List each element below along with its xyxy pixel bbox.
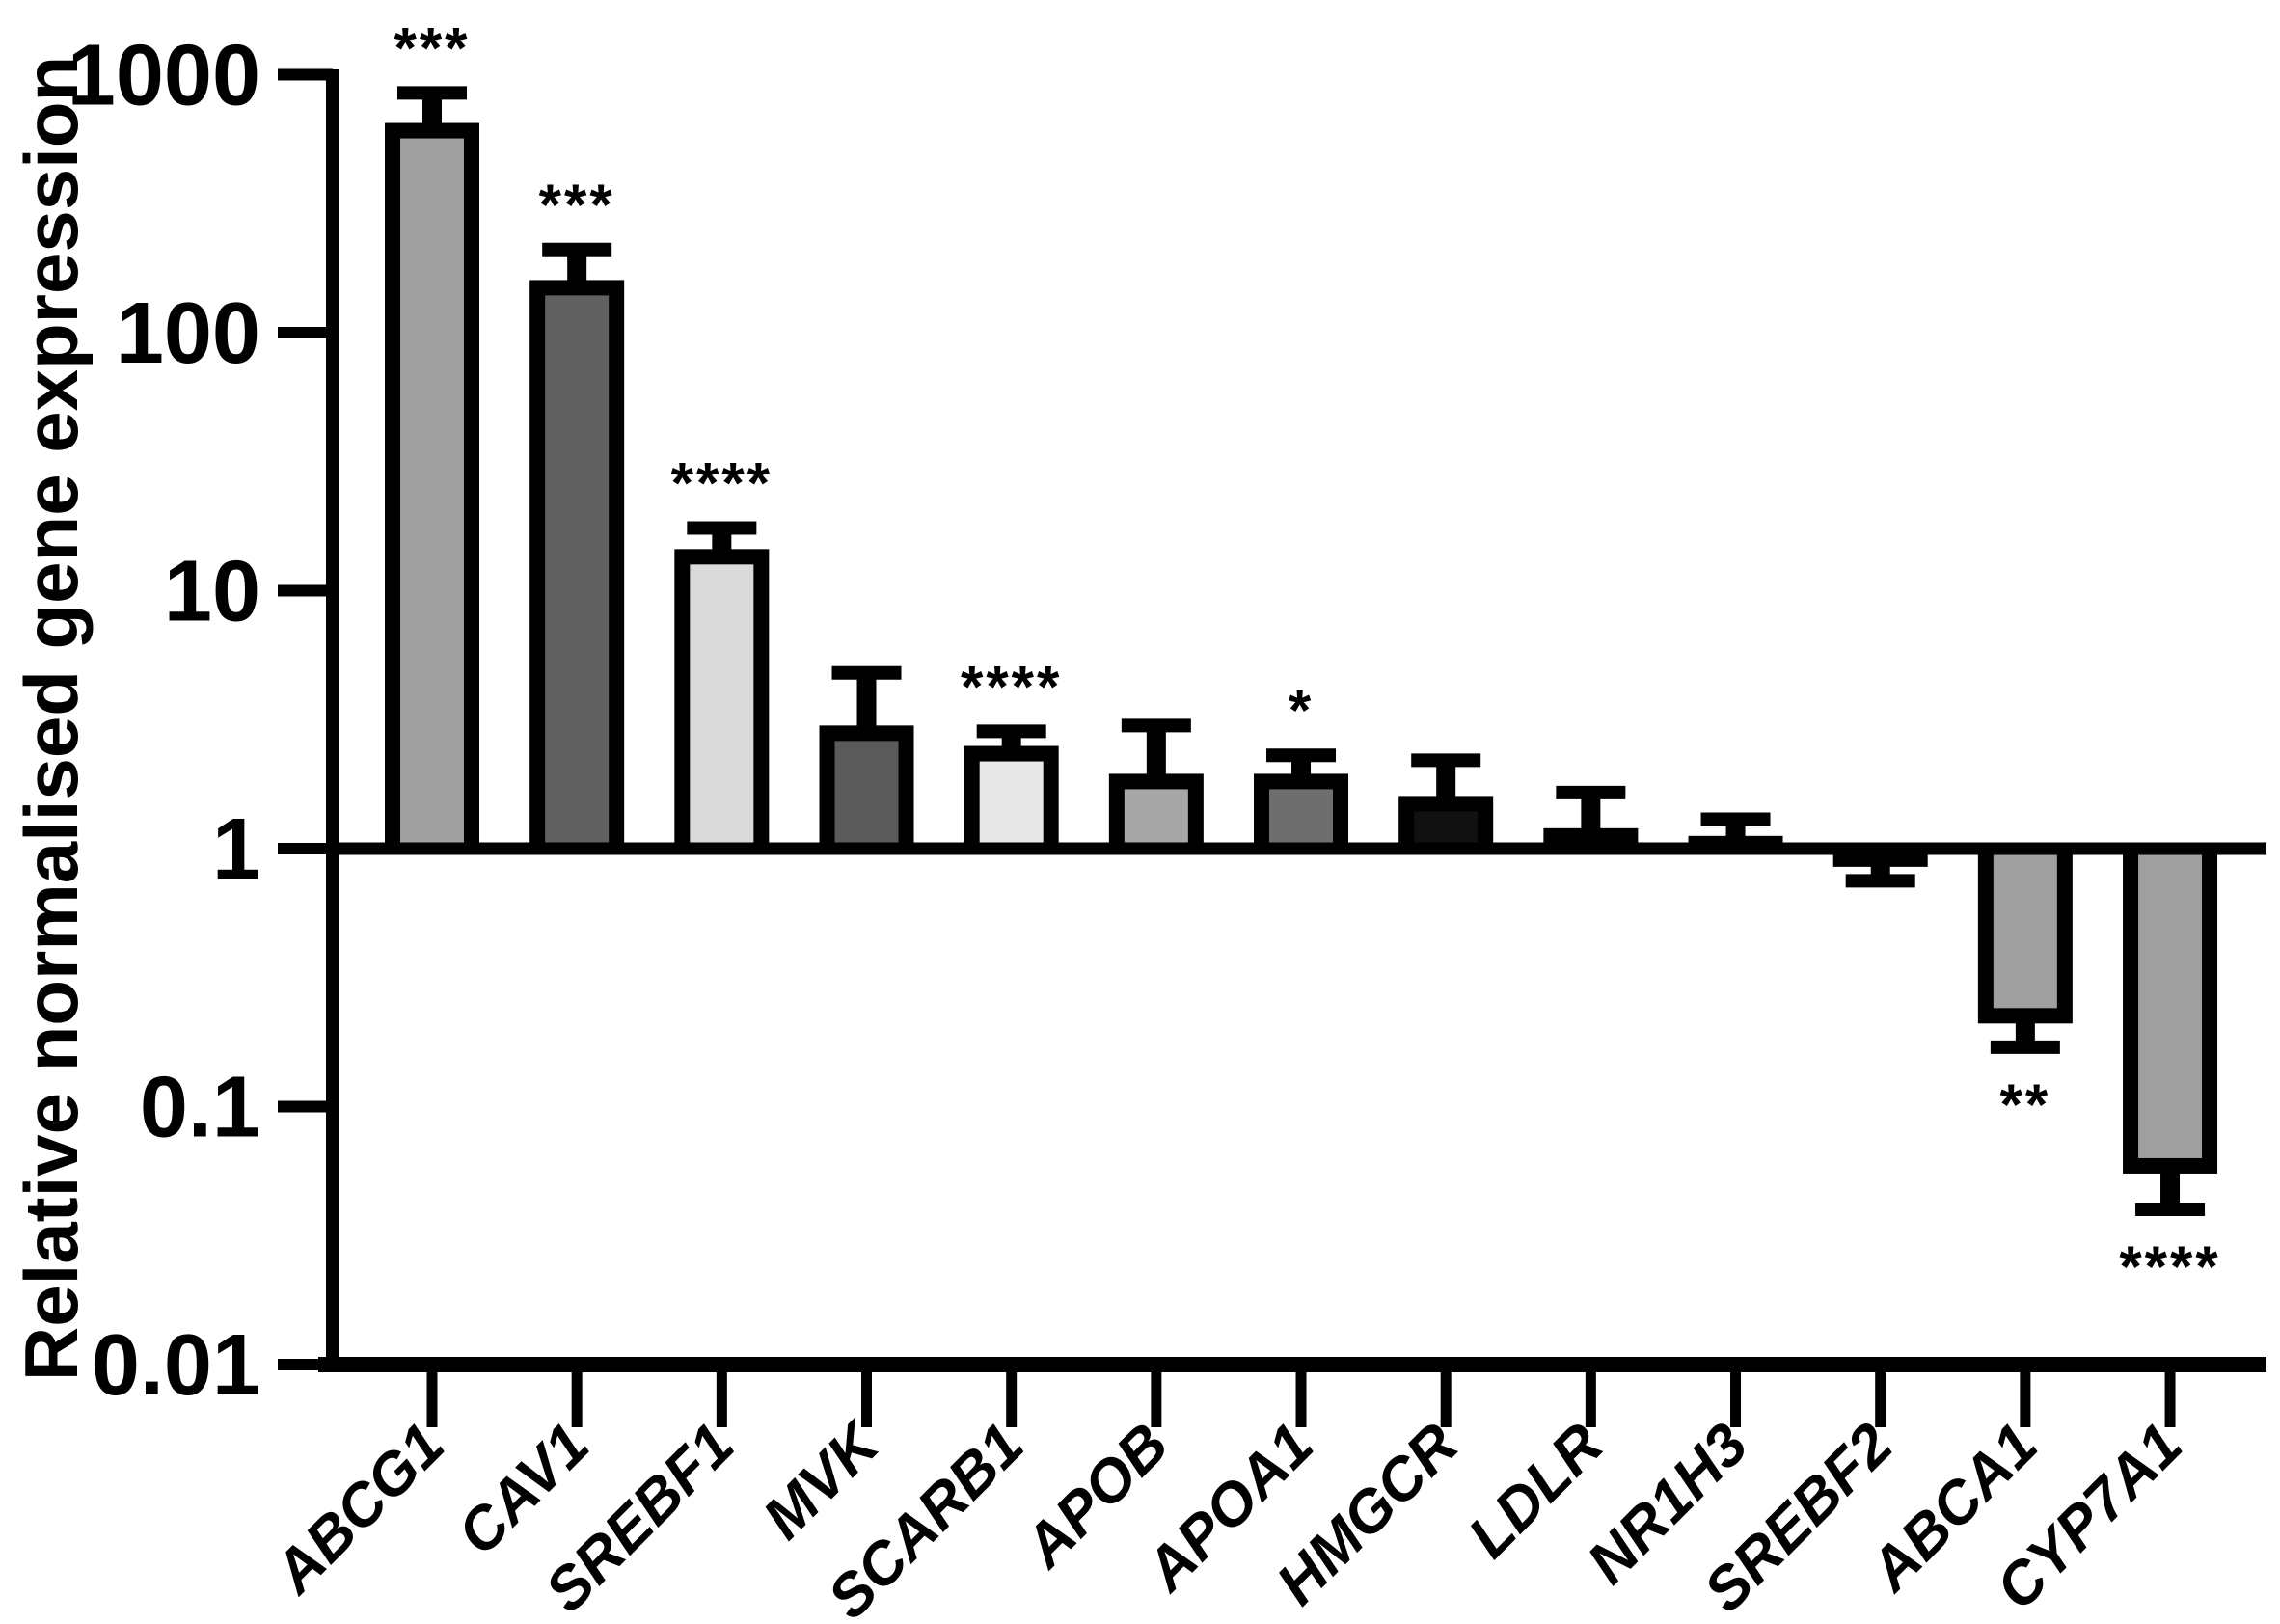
significance-SCARB1: **** <box>961 654 1062 718</box>
error-bar-SREBF1 <box>687 521 757 559</box>
bar-fill-ABCA1 <box>1993 849 2057 1009</box>
bar-fill-CYP7A1 <box>2138 849 2203 1158</box>
bar-fill-SREBF1 <box>690 564 754 849</box>
significance-CYP7A1: **** <box>2119 1234 2220 1299</box>
y-tick-label: 1 <box>212 801 260 898</box>
y-tick-label: 10 <box>164 544 260 640</box>
significance-ABCG1: *** <box>394 15 470 80</box>
error-bar-MVK <box>831 665 902 736</box>
bar-group-APOB <box>1108 773 1204 849</box>
bar-fill-CAV1 <box>545 295 610 849</box>
bar-fill-APOB <box>1124 789 1188 849</box>
bar-fill-MVK <box>834 741 899 849</box>
significance-ABCA1: ** <box>2000 1072 2051 1137</box>
error-bar-ABCG1 <box>397 86 467 133</box>
y-tick-label: 100 <box>116 285 260 382</box>
error-bar-SCARB1 <box>976 724 1046 756</box>
y-axis-title: Relative normalised gene expression <box>9 56 94 1381</box>
significance-APOA1: * <box>1289 678 1314 743</box>
bar-group-SREBF1 <box>674 549 770 849</box>
error-bar-CYP7A1 <box>2135 1163 2206 1216</box>
bar-group-CAV1 <box>529 280 625 849</box>
error-bar-APOB <box>1121 718 1191 784</box>
significance-CAV1: *** <box>539 173 615 237</box>
error-bar-HMGCR <box>1411 753 1481 806</box>
bar-group-ABCA1 <box>1977 849 2073 1024</box>
bar-fill-SCARB1 <box>979 761 1044 849</box>
bar-group-MVK <box>819 725 914 849</box>
error-bar-LDLR <box>1556 785 1626 838</box>
y-tick-label: 0.01 <box>92 1317 260 1414</box>
error-bar-CAV1 <box>542 242 612 290</box>
bar-group-CYP7A1 <box>2123 849 2218 1174</box>
y-tick-label: 0.1 <box>140 1060 260 1156</box>
error-bar-APOA1 <box>1266 748 1337 784</box>
y-tick-label: 1000 <box>68 28 260 124</box>
bar-fill-ABCG1 <box>400 138 464 850</box>
significance-SREBF1: **** <box>671 450 773 515</box>
error-bar-SREBF2 <box>1845 856 1915 888</box>
bar-group-APOA1 <box>1254 773 1349 849</box>
bar-group-ABCG1 <box>385 122 479 850</box>
error-bar-NR1H3 <box>1700 812 1771 846</box>
error-bar-ABCA1 <box>1990 1014 2060 1054</box>
bar-group-SCARB1 <box>964 745 1059 849</box>
bar-fill-APOA1 <box>1269 789 1334 849</box>
